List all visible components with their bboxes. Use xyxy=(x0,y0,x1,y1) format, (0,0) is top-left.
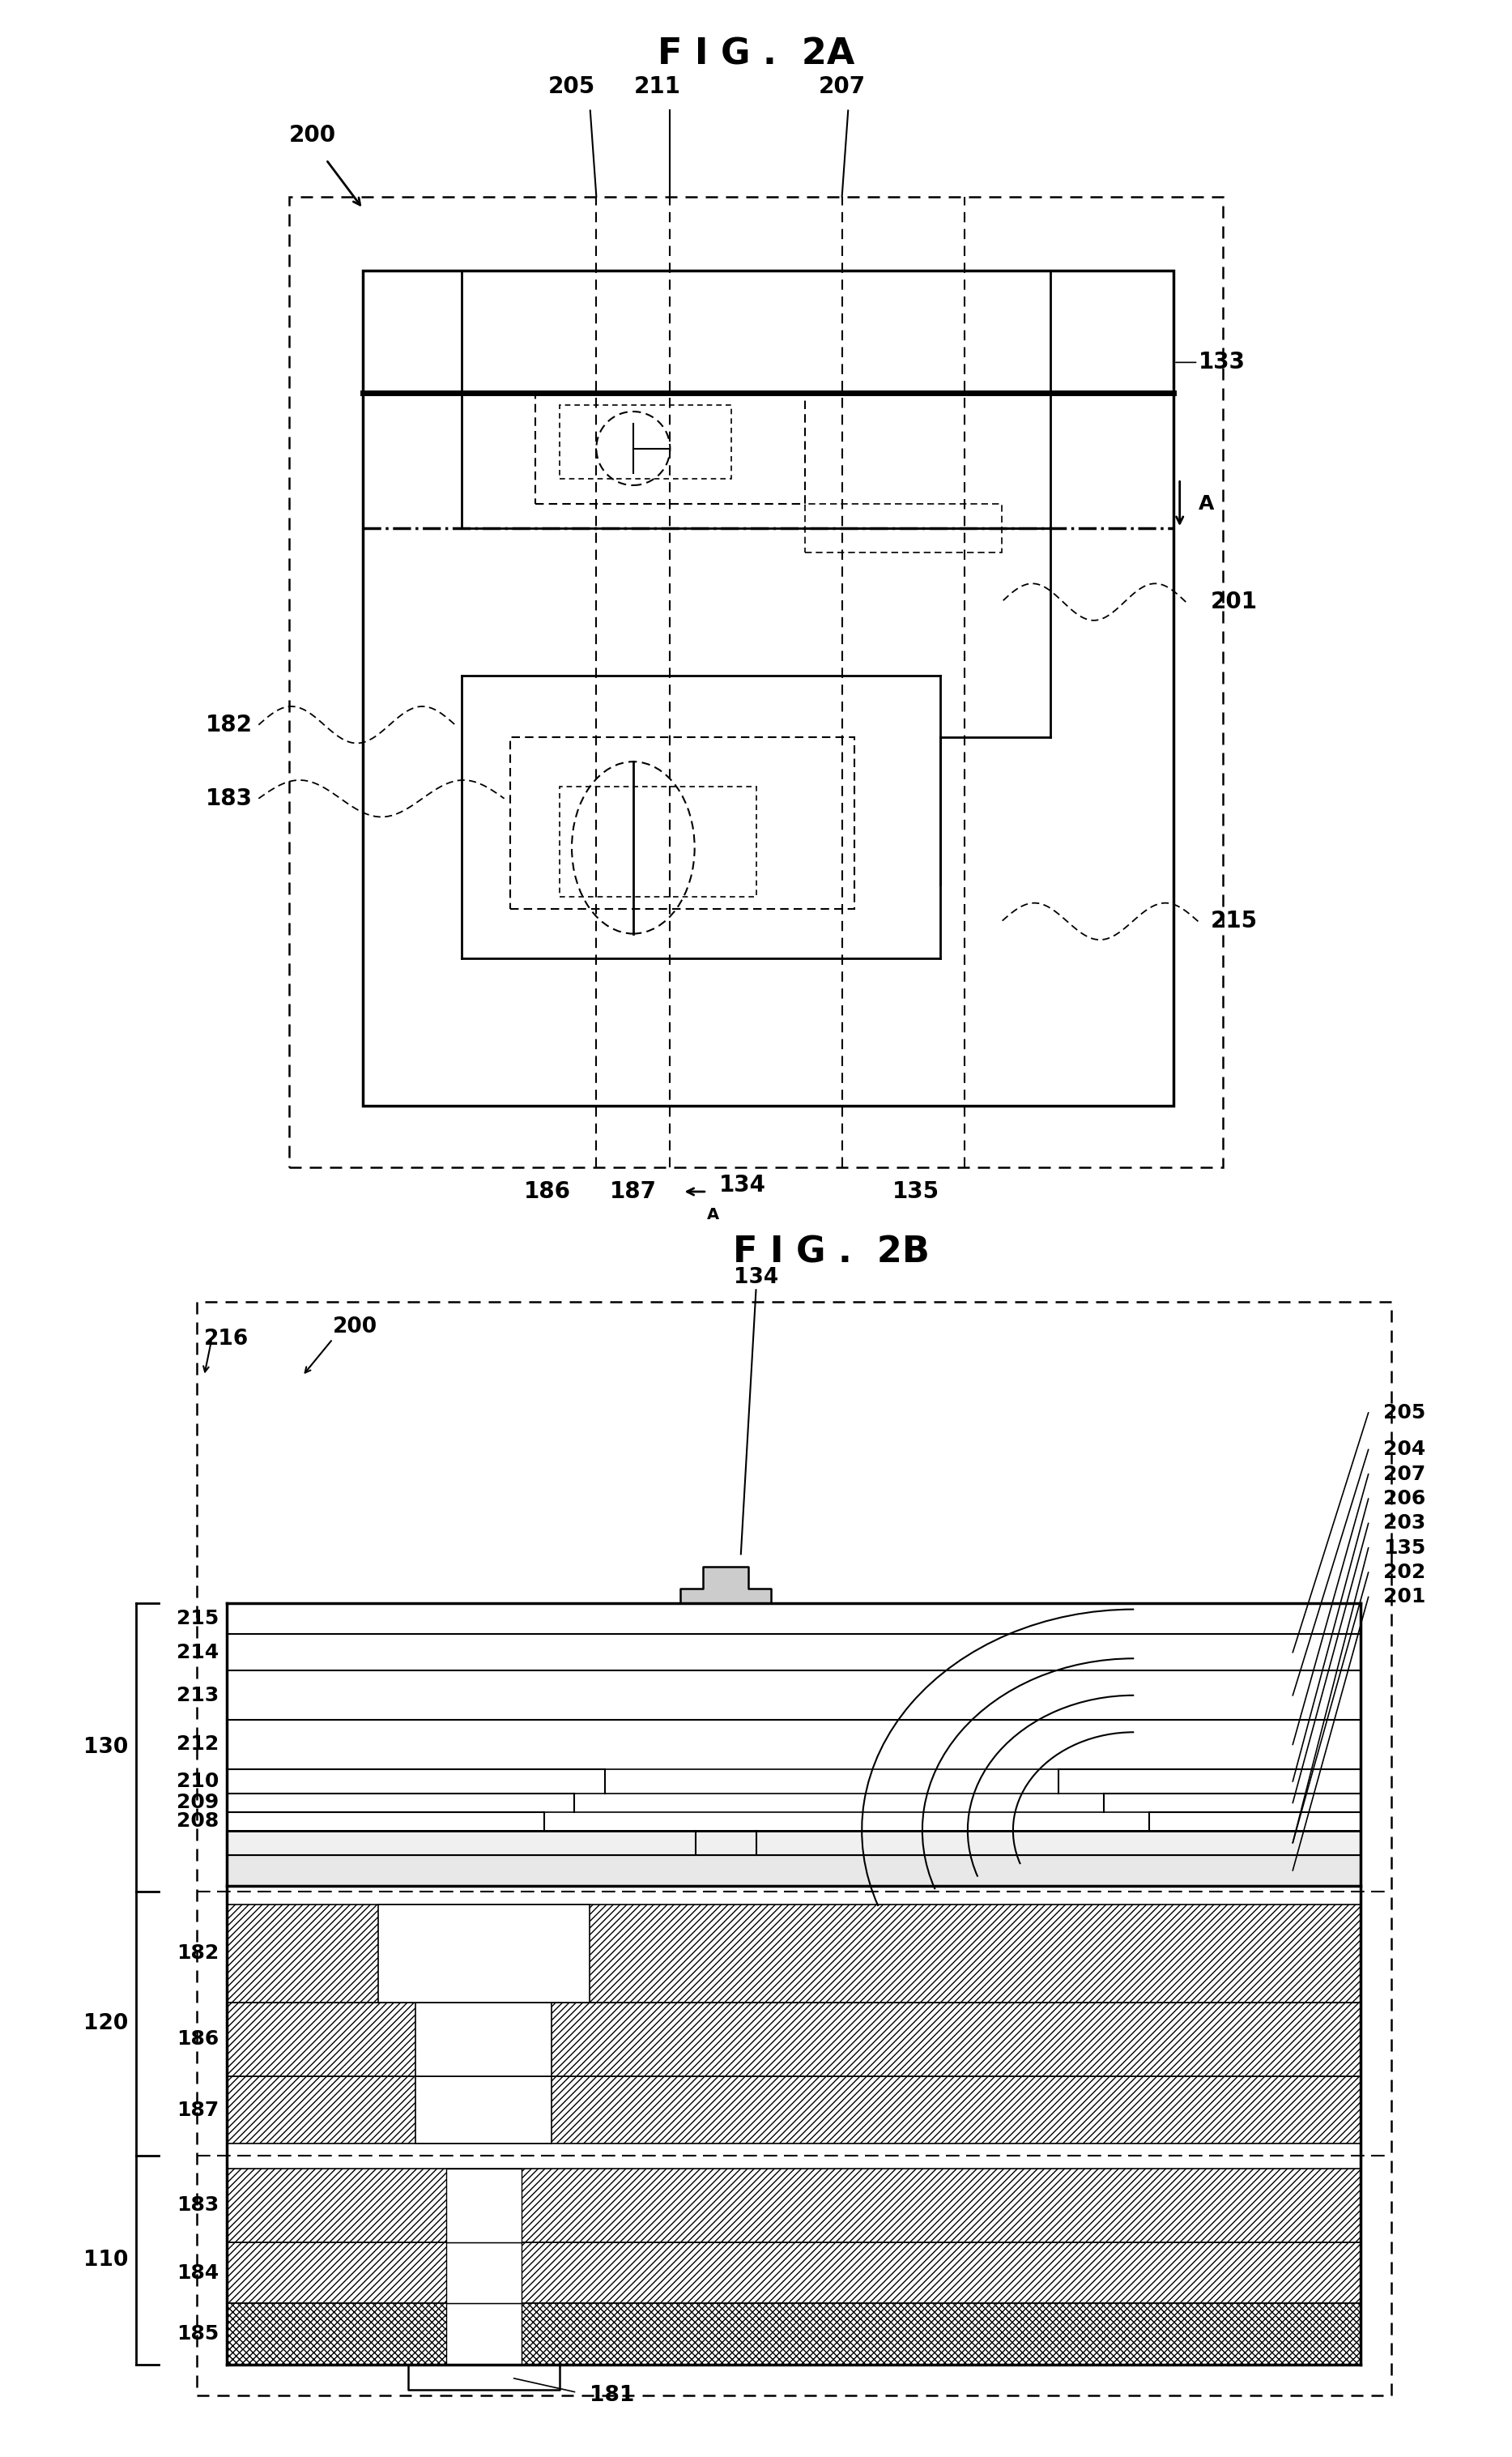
Text: 200: 200 xyxy=(289,123,336,147)
Text: 120: 120 xyxy=(83,2012,129,2034)
Text: 182: 182 xyxy=(177,1943,219,1963)
Text: 207: 207 xyxy=(1383,1464,1426,1484)
Bar xyxy=(378,1904,590,2002)
Text: 210: 210 xyxy=(177,1771,219,1791)
Text: 206: 206 xyxy=(1383,1489,1426,1509)
Bar xyxy=(227,2002,1361,2076)
Bar xyxy=(227,2241,1361,2305)
Bar xyxy=(227,1830,1361,1855)
Text: 201: 201 xyxy=(1211,590,1258,614)
Bar xyxy=(289,197,1223,1167)
Bar xyxy=(511,737,854,909)
Bar xyxy=(804,504,1001,553)
Text: 205: 205 xyxy=(549,76,596,98)
Bar xyxy=(559,405,732,479)
Text: 213: 213 xyxy=(177,1686,219,1705)
Text: 205: 205 xyxy=(1383,1403,1426,1423)
Bar xyxy=(416,2076,552,2143)
Bar xyxy=(227,2076,1361,2143)
Bar xyxy=(446,2241,522,2305)
Polygon shape xyxy=(680,1568,771,1604)
Text: 214: 214 xyxy=(177,1644,219,1661)
Text: 181: 181 xyxy=(590,2386,635,2405)
Bar xyxy=(227,1904,1361,2002)
Text: 134: 134 xyxy=(733,1268,779,1287)
Bar xyxy=(446,2167,522,2241)
Text: 200: 200 xyxy=(333,1317,378,1337)
Text: 201: 201 xyxy=(1383,1587,1426,1607)
Text: 184: 184 xyxy=(177,2263,219,2283)
Text: 215: 215 xyxy=(177,1609,219,1629)
Bar xyxy=(535,393,804,504)
Text: A: A xyxy=(1198,494,1214,514)
Text: 183: 183 xyxy=(177,2197,219,2214)
Text: 208: 208 xyxy=(177,1811,219,1830)
Text: 133: 133 xyxy=(1198,351,1244,373)
Text: 207: 207 xyxy=(818,76,865,98)
Text: 134: 134 xyxy=(720,1174,767,1197)
Text: 182: 182 xyxy=(206,713,253,737)
Text: 130: 130 xyxy=(83,1737,129,1759)
Text: 187: 187 xyxy=(609,1179,656,1204)
Text: 212: 212 xyxy=(177,1735,219,1754)
Text: 204: 204 xyxy=(1383,1440,1426,1459)
Text: 211: 211 xyxy=(635,76,682,98)
Text: 186: 186 xyxy=(523,1179,570,1204)
Bar xyxy=(227,2167,1361,2241)
Text: 186: 186 xyxy=(177,2029,219,2049)
Text: 135: 135 xyxy=(1383,1538,1426,1558)
Bar xyxy=(559,786,756,897)
Bar xyxy=(363,270,1173,1106)
Text: 215: 215 xyxy=(1211,909,1258,934)
Text: 135: 135 xyxy=(892,1179,939,1204)
Text: 183: 183 xyxy=(206,786,253,811)
Text: F I G .  2B: F I G . 2B xyxy=(733,1233,930,1270)
Bar xyxy=(227,2305,1361,2364)
Bar xyxy=(446,2305,522,2364)
Text: 209: 209 xyxy=(177,1794,219,1813)
Text: 187: 187 xyxy=(177,2101,219,2120)
Bar xyxy=(416,2002,552,2076)
Text: 203: 203 xyxy=(1383,1514,1426,1533)
Bar xyxy=(227,1602,1361,1830)
Bar xyxy=(197,1302,1391,2396)
Text: 202: 202 xyxy=(1383,1563,1426,1582)
Text: 185: 185 xyxy=(177,2324,219,2344)
Text: 110: 110 xyxy=(83,2251,129,2270)
Bar xyxy=(227,1855,1361,1887)
Text: F I G .  2A: F I G . 2A xyxy=(658,37,854,71)
Text: A: A xyxy=(708,1206,720,1221)
Text: 216: 216 xyxy=(204,1329,249,1349)
